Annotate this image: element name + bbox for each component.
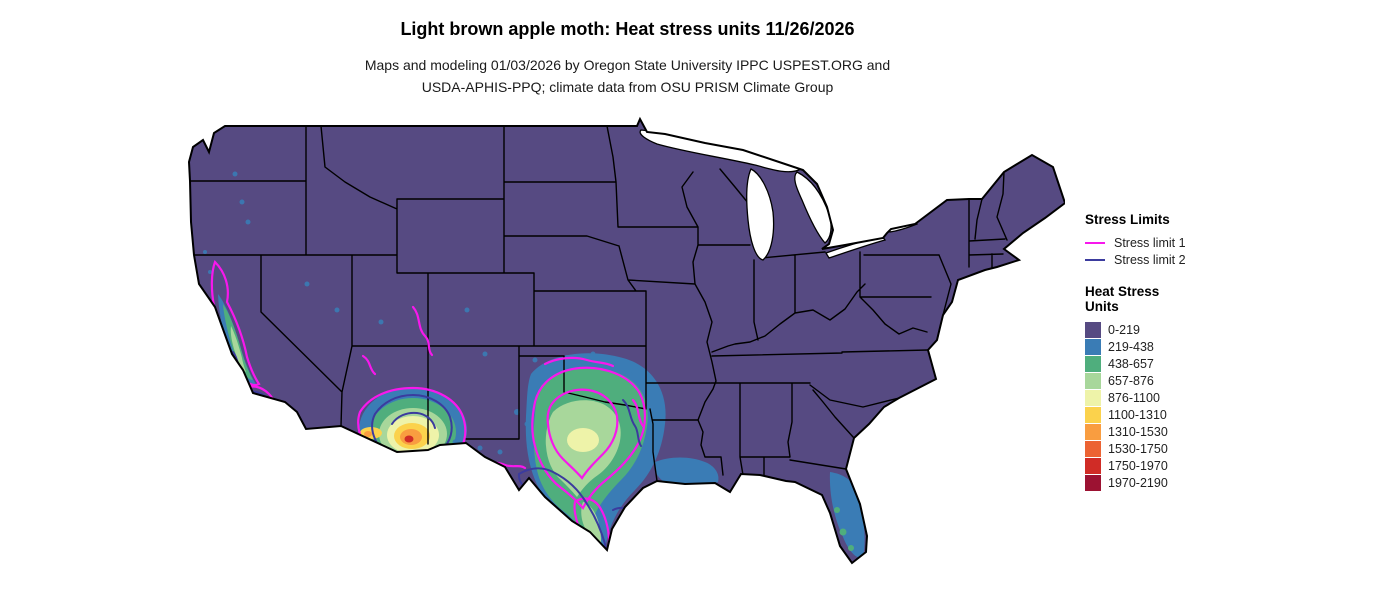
legend-item: 657-876 xyxy=(1085,372,1335,389)
legend-swatch xyxy=(1085,355,1101,372)
legend-item: 438-657 xyxy=(1085,355,1335,372)
legend-swatch xyxy=(1085,372,1101,389)
legend-panel: Stress Limits Stress limit 1 Stress limi… xyxy=(1085,212,1335,491)
stress-limit-2-line-swatch xyxy=(1085,258,1105,261)
legend-item-stress-limit-2: Stress limit 2 xyxy=(1085,251,1335,268)
legend-swatch xyxy=(1085,321,1101,338)
legend-item: 1970-2190 xyxy=(1085,474,1335,491)
heat-stress-legend-items: 0-219 219-438 438-657 657-876 876-1100 1… xyxy=(1085,321,1335,491)
state-borders xyxy=(189,125,1008,482)
legend-label: 0-219 xyxy=(1108,322,1140,337)
legend-label: 219-438 xyxy=(1108,339,1154,354)
legend-item: 1100-1310 xyxy=(1085,406,1335,423)
legend-item: 1750-1970 xyxy=(1085,457,1335,474)
legend-swatch xyxy=(1085,474,1101,491)
legend-label: Stress limit 1 xyxy=(1114,235,1186,250)
legend-label: 438-657 xyxy=(1108,356,1154,371)
legend-label: 657-876 xyxy=(1108,373,1154,388)
legend-swatch xyxy=(1085,338,1101,355)
lake-michigan xyxy=(746,168,775,261)
legend-swatch xyxy=(1085,389,1101,406)
legend-item: 876-1100 xyxy=(1085,389,1335,406)
map-subtitle-line-2: USDA-APHIS-PPQ; climate data from OSU PR… xyxy=(421,79,834,95)
us-heat-stress-map xyxy=(188,118,1065,564)
page-title: Light brown apple moth: Heat stress unit… xyxy=(0,19,1255,40)
legend-label: Stress limit 2 xyxy=(1114,252,1186,267)
legend-item: 1310-1530 xyxy=(1085,423,1335,440)
legend-label: 1750-1970 xyxy=(1108,458,1168,473)
map-subtitle-line-1: Maps and modeling 01/03/2026 by Oregon S… xyxy=(364,57,891,73)
legend-swatch xyxy=(1085,440,1101,457)
legend-swatch xyxy=(1085,406,1101,423)
heat-stress-speckles xyxy=(203,171,633,455)
legend-label: 1970-2190 xyxy=(1108,475,1168,490)
lake-erie xyxy=(825,235,887,259)
legend-label: 1530-1750 xyxy=(1108,441,1168,456)
legend-label: 876-1100 xyxy=(1108,390,1160,405)
legend-item-stress-limit-1: Stress limit 1 xyxy=(1085,234,1335,251)
great-lakes xyxy=(639,129,918,261)
heat-stress-legend-title: Heat Stress Units xyxy=(1085,284,1160,314)
legend-swatch xyxy=(1085,423,1101,440)
stress-limits-legend-title: Stress Limits xyxy=(1085,212,1170,227)
legend-item: 1530-1750 xyxy=(1085,440,1335,457)
legend-swatch xyxy=(1085,457,1101,474)
legend-label: 1100-1310 xyxy=(1108,407,1167,422)
map-title-text: Light brown apple moth: Heat stress unit… xyxy=(400,19,855,39)
legend-item: 219-438 xyxy=(1085,338,1335,355)
stress-limit-1-line-swatch xyxy=(1085,241,1105,244)
legend-item: 0-219 xyxy=(1085,321,1335,338)
legend-label: 1310-1530 xyxy=(1108,424,1168,439)
map-subtitle: Maps and modeling 01/03/2026 by Oregon S… xyxy=(0,54,1255,98)
